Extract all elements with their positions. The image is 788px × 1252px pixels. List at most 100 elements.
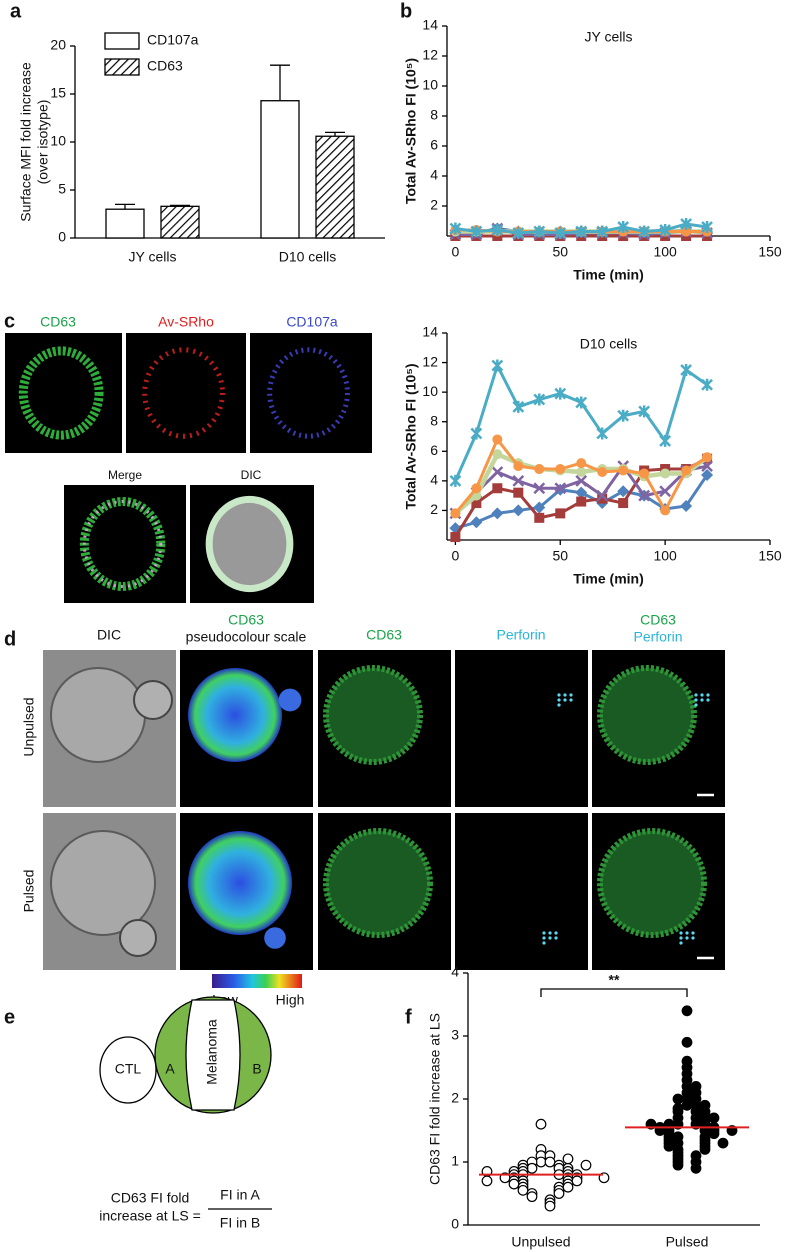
perforin-spot <box>700 698 704 702</box>
cell-signal <box>597 665 697 765</box>
marker <box>575 396 588 409</box>
marker <box>491 507 504 520</box>
panel-label: b <box>400 0 412 22</box>
point <box>672 1159 684 1171</box>
marker <box>576 458 587 469</box>
marker <box>470 225 483 238</box>
panel-label: f <box>405 1006 412 1028</box>
marker <box>618 498 629 509</box>
marker <box>659 485 672 498</box>
cell-signal <box>278 688 302 712</box>
image-background <box>126 333 246 453</box>
image-background <box>455 813 588 970</box>
perforin-spot <box>554 936 558 940</box>
micrograph <box>455 650 588 807</box>
x-tick-label: 0 <box>451 548 459 564</box>
y-tick-label: 10 <box>50 133 66 149</box>
panel-label: d <box>4 628 16 650</box>
y-axis-label: Total Av-SRho FI (10⁵) <box>403 58 419 204</box>
marker <box>597 466 608 477</box>
marker <box>470 516 483 529</box>
point <box>562 1181 574 1193</box>
marker <box>575 474 588 487</box>
cell-signal <box>323 828 433 938</box>
cell-signal <box>188 831 292 935</box>
y-tick-label: 12 <box>422 353 438 369</box>
legend-label: CD63 <box>147 58 183 74</box>
marker <box>576 496 587 507</box>
perforin-spot <box>542 936 546 940</box>
marker <box>701 460 713 472</box>
perforin-spot <box>685 931 689 935</box>
cell-signal <box>142 347 225 439</box>
cell-signal <box>323 665 423 765</box>
channel-label: CD63 <box>40 314 76 330</box>
marker <box>596 225 609 238</box>
y-tick-label: 20 <box>50 37 66 53</box>
point <box>672 1093 684 1105</box>
legend-swatch <box>104 32 140 50</box>
formula-text: increase at LS = <box>99 1208 201 1224</box>
micrograph <box>455 813 588 970</box>
marker <box>512 504 525 517</box>
micrograph <box>43 813 176 970</box>
y-tick-label: 10 <box>422 383 438 399</box>
y-tick-label: 4 <box>430 167 438 183</box>
y-tick-label: 2 <box>451 1090 459 1106</box>
marker <box>575 225 588 238</box>
marker <box>638 405 651 418</box>
point <box>508 1178 520 1190</box>
ctl-cell <box>99 1036 157 1104</box>
y-tick-label: 0 <box>451 1216 459 1232</box>
formula-text: FI in A <box>220 1187 260 1203</box>
y-tick-label: 12 <box>422 47 438 63</box>
marker <box>638 225 651 238</box>
y-tick-label: 15 <box>50 85 66 101</box>
marker <box>534 464 545 475</box>
marker <box>618 465 629 476</box>
marker <box>492 434 503 445</box>
row-label: Unpulsed <box>21 697 37 756</box>
marker <box>701 468 714 481</box>
colorbar <box>212 974 302 988</box>
marker <box>534 512 545 523</box>
x-axis-label: Time (min) <box>573 267 644 283</box>
marker <box>450 532 461 543</box>
cell-signal <box>597 828 707 938</box>
marker <box>512 474 525 487</box>
point <box>544 1156 556 1168</box>
column-label: pseudocolour scale <box>186 629 307 645</box>
point <box>517 1184 529 1196</box>
y-axis-label: Surface MFI fold increase <box>18 62 34 222</box>
perforin-spot <box>542 931 546 935</box>
marker <box>596 489 609 502</box>
point <box>717 1137 729 1149</box>
perforin-spot <box>542 941 546 945</box>
marker <box>449 474 462 487</box>
marker <box>492 449 503 460</box>
row-label: Pulsed <box>21 870 37 913</box>
micrographs <box>5 333 725 970</box>
panel-labels: a b c d e f <box>4 0 412 1028</box>
marker <box>680 218 692 230</box>
marker <box>680 499 693 512</box>
marker <box>470 427 483 440</box>
column-label: Perforin <box>496 627 545 643</box>
point <box>708 1112 720 1124</box>
micrograph <box>190 485 314 603</box>
micrograph <box>180 650 313 807</box>
perforin-spot <box>706 698 710 702</box>
marker <box>702 452 713 463</box>
perforin-spot <box>694 703 698 707</box>
marker <box>617 409 630 422</box>
marker <box>513 461 524 472</box>
perforin-spot <box>706 693 710 697</box>
marker <box>491 466 504 478</box>
perforin-spot <box>679 931 683 935</box>
chart-title: JY cells <box>585 29 633 45</box>
panel-e-diagram: CTL A Melanoma B CD63 FI fold increase a… <box>99 996 272 1231</box>
marker <box>554 227 567 239</box>
point <box>681 1099 693 1111</box>
point <box>535 1118 547 1130</box>
